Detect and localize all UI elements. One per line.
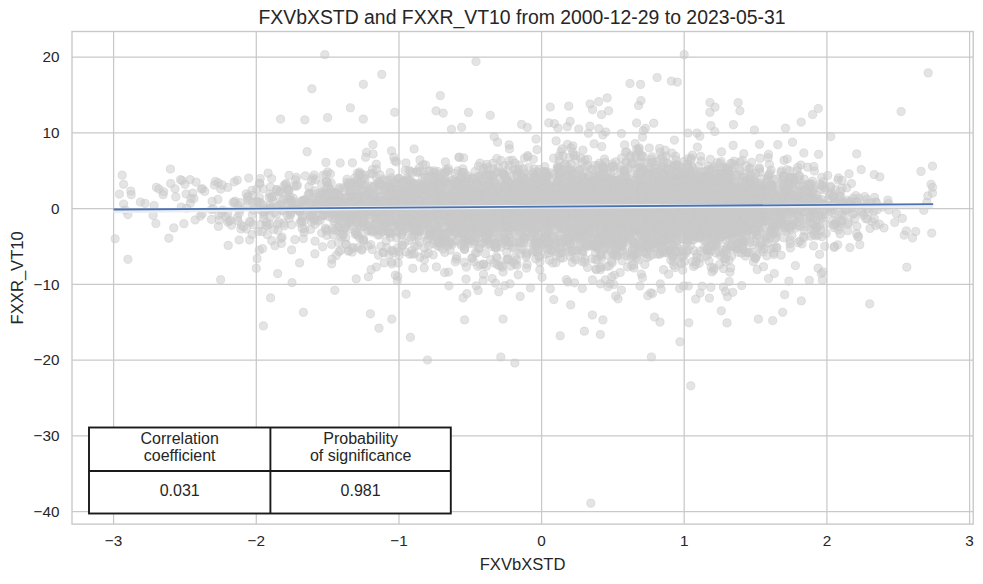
svg-text:−10: −10 [34,276,60,293]
svg-text:0.981: 0.981 [341,482,381,499]
svg-text:−20: −20 [34,351,60,368]
svg-text:10: 10 [42,124,59,141]
svg-text:2: 2 [823,532,832,549]
svg-text:0: 0 [537,532,546,549]
svg-text:Probability: Probability [323,430,398,447]
svg-text:−1: −1 [390,532,407,549]
svg-text:FXVbXSTD: FXVbXSTD [480,555,566,574]
svg-text:20: 20 [42,48,59,65]
svg-text:−2: −2 [248,532,265,549]
svg-text:3: 3 [965,532,974,549]
svg-text:1: 1 [680,532,689,549]
svg-text:−30: −30 [34,427,60,444]
svg-text:FXVbXSTD and FXXR_VT10 from 20: FXVbXSTD and FXXR_VT10 from 2000-12-29 t… [258,6,785,29]
svg-text:of significance: of significance [310,447,411,464]
svg-text:coefficient: coefficient [144,447,216,464]
svg-text:0.031: 0.031 [160,482,200,499]
svg-text:−40: −40 [34,503,60,520]
svg-text:FXXR_VT10: FXXR_VT10 [8,231,27,324]
svg-text:0: 0 [51,200,60,217]
svg-text:−3: −3 [105,532,122,549]
svg-text:Correlation: Correlation [141,430,219,447]
